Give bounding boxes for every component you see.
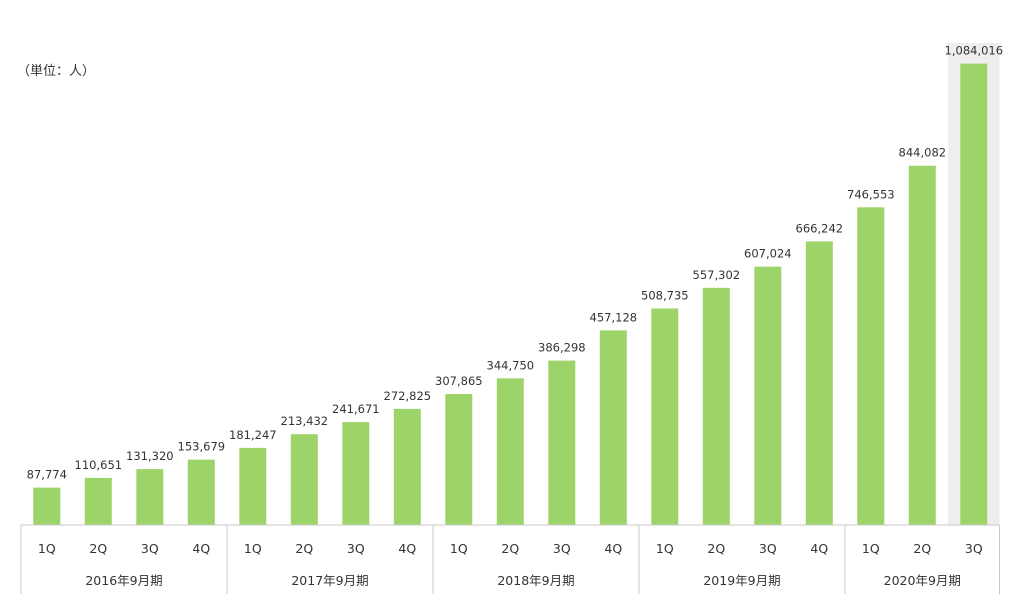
x-tick-label: 3Q (965, 541, 983, 556)
data-label: 1,084,016 (945, 44, 1004, 58)
bar (342, 422, 370, 525)
x-tick-label: 2Q (89, 541, 107, 556)
data-label: 746,553 (847, 187, 895, 201)
bar (496, 378, 524, 525)
x-tick-label: 1Q (38, 541, 56, 556)
bar (290, 434, 318, 525)
group-label: 2018年9月期 (497, 573, 574, 588)
bar (805, 241, 833, 525)
x-tick-label: 4Q (604, 541, 622, 556)
x-tick-label: 3Q (347, 541, 365, 556)
data-label: 241,671 (332, 402, 380, 416)
x-tick-label: 1Q (656, 541, 674, 556)
data-label: 153,679 (178, 440, 226, 454)
data-label: 131,320 (126, 449, 174, 463)
x-tick-label: 2Q (295, 541, 313, 556)
x-tick-label: 4Q (810, 541, 828, 556)
bar (548, 360, 576, 525)
bar (702, 287, 730, 525)
group-label: 2019年9月期 (703, 573, 780, 588)
bar (136, 469, 164, 525)
bars-layer (33, 63, 988, 526)
unit-label: （単位：人） (17, 63, 95, 79)
bar (84, 477, 112, 525)
bar (187, 459, 215, 525)
x-tick-label: 4Q (398, 541, 416, 556)
x-tick-label: 2Q (501, 541, 519, 556)
data-label: 181,247 (229, 428, 277, 442)
x-tick-label: 3Q (141, 541, 159, 556)
x-tick-label: 2Q (707, 541, 725, 556)
x-tick-label: 1Q (862, 541, 880, 556)
bar (445, 394, 473, 525)
x-axis: 1Q 2Q 3Q 4Q 1Q 2Q 3Q 4Q 1Q 2Q 3Q 4Q 1Q 2Q 3Q 4Q 1Q 2Q 3Q 20… (20, 524, 1000, 594)
data-label: 844,082 (899, 146, 947, 160)
bar (33, 487, 61, 525)
data-label: 386,298 (538, 341, 586, 355)
x-tick-label: 1Q (450, 541, 468, 556)
bar (393, 408, 421, 525)
data-label: 87,774 (27, 468, 67, 482)
bar (857, 207, 885, 526)
data-label: 213,432 (281, 414, 329, 428)
bar (960, 63, 988, 525)
x-tick-label: 3Q (759, 541, 777, 556)
x-tick-label: 1Q (244, 541, 262, 556)
data-label: 272,825 (384, 389, 432, 403)
bar (651, 308, 679, 525)
data-label: 557,302 (693, 268, 741, 282)
data-label: 607,024 (744, 247, 792, 261)
data-label: 344,750 (487, 358, 535, 372)
bar (599, 330, 627, 525)
x-tick-label: 2Q (913, 541, 931, 556)
group-label: 2020年9月期 (884, 573, 961, 588)
data-label: 110,651 (75, 458, 123, 472)
x-tick-label: 4Q (192, 541, 210, 556)
data-label: 666,242 (796, 221, 844, 235)
group-label: 2016年9月期 (85, 573, 162, 588)
bar (754, 266, 782, 525)
group-label: 2017年9月期 (291, 573, 368, 588)
data-label: 307,865 (435, 374, 483, 388)
bar (908, 165, 936, 525)
x-tick-label: 3Q (553, 541, 571, 556)
data-label: 508,735 (641, 289, 689, 303)
data-label: 457,128 (590, 310, 638, 324)
bar (239, 447, 267, 525)
